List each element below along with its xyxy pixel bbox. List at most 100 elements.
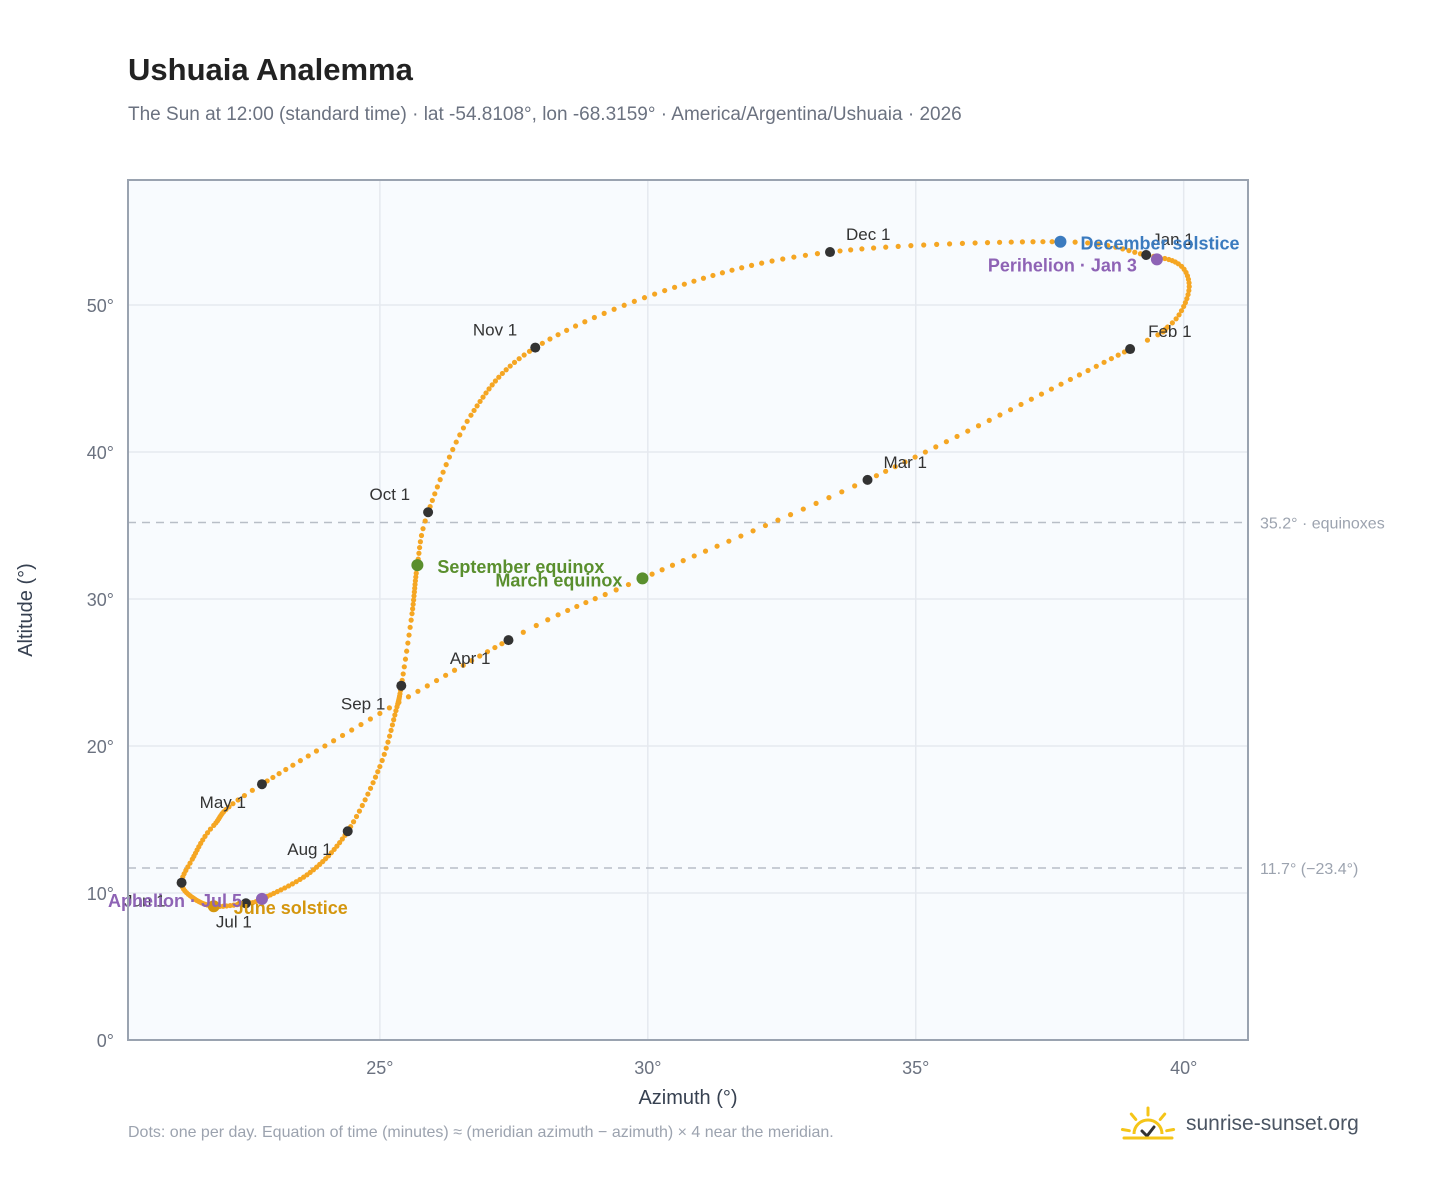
day-dot bbox=[700, 275, 707, 281]
day-dot bbox=[477, 653, 483, 659]
day-dot bbox=[464, 418, 470, 424]
y-tick-label: 20° bbox=[87, 737, 114, 757]
day-dot bbox=[986, 417, 992, 423]
day-dot bbox=[377, 763, 383, 770]
day-dot bbox=[1076, 372, 1083, 378]
day-dot bbox=[526, 348, 533, 354]
month-marker-label: Mar 1 bbox=[884, 453, 927, 472]
day-dot bbox=[401, 664, 407, 670]
day-dot bbox=[965, 428, 971, 434]
event-marker bbox=[1054, 235, 1067, 248]
day-dot bbox=[1038, 391, 1045, 397]
sun-ray bbox=[1120, 1127, 1131, 1133]
month-markers: Jan 1 Feb 1 Mar 1 Apr 1 May 1 Jun 1 Jul 1 Aug 1… bbox=[124, 225, 1194, 931]
day-dot bbox=[415, 688, 421, 694]
day-dot bbox=[555, 612, 561, 618]
day-dot bbox=[996, 239, 1003, 245]
event-label: March equinox bbox=[495, 570, 622, 590]
day-dot bbox=[625, 581, 632, 588]
day-dot bbox=[1160, 329, 1166, 335]
month-marker-label: Dec 1 bbox=[846, 225, 890, 244]
day-dot bbox=[350, 819, 357, 825]
day-dot bbox=[337, 840, 343, 846]
day-dot bbox=[460, 662, 466, 668]
day-dot bbox=[424, 683, 430, 689]
check-mark bbox=[1140, 1125, 1156, 1138]
day-dot bbox=[702, 548, 709, 554]
day-dot bbox=[362, 797, 368, 803]
day-dot bbox=[411, 593, 417, 599]
day-dot bbox=[1095, 241, 1102, 247]
day-dot bbox=[1049, 239, 1055, 245]
day-dot bbox=[339, 732, 346, 739]
day-dot bbox=[386, 705, 392, 711]
day-dot bbox=[750, 528, 756, 534]
month-marker-label: Nov 1 bbox=[473, 321, 517, 340]
day-dot bbox=[652, 291, 658, 297]
day-dot bbox=[933, 444, 939, 450]
day-dot bbox=[592, 596, 598, 602]
day-dot bbox=[1048, 386, 1054, 392]
day-dot bbox=[1108, 355, 1114, 362]
day-dot bbox=[443, 462, 449, 468]
day-dot bbox=[649, 571, 655, 577]
month-marker-label: Jan 1 bbox=[1152, 230, 1194, 249]
day-dot bbox=[283, 766, 289, 773]
month-marker-label: Oct 1 bbox=[369, 485, 410, 504]
day-dot bbox=[1085, 367, 1091, 374]
day-dot bbox=[429, 497, 435, 504]
day-dot bbox=[437, 477, 443, 483]
day-dot bbox=[621, 302, 627, 308]
day-dot bbox=[270, 774, 276, 781]
day-dot bbox=[331, 738, 337, 744]
chart-title: Ushuaia Analemma bbox=[128, 52, 413, 87]
day-dot bbox=[1184, 296, 1190, 302]
event-marker bbox=[1150, 253, 1163, 266]
day-dot bbox=[1028, 396, 1034, 402]
month-marker bbox=[1125, 344, 1136, 355]
day-dot bbox=[379, 757, 385, 764]
day-dot bbox=[631, 298, 637, 305]
day-dot bbox=[659, 567, 665, 573]
day-dot bbox=[726, 538, 732, 544]
day-dot bbox=[539, 340, 545, 346]
day-dot bbox=[1126, 247, 1132, 254]
event-marker bbox=[255, 892, 268, 905]
day-dot bbox=[339, 836, 345, 842]
day-dot bbox=[358, 721, 364, 728]
y-tick-label: 10° bbox=[87, 884, 114, 904]
day-dot bbox=[392, 712, 398, 718]
day-dot bbox=[420, 526, 426, 532]
day-dot bbox=[1030, 239, 1036, 245]
day-dot bbox=[1067, 376, 1073, 383]
day-dot bbox=[460, 425, 467, 431]
day-dot bbox=[572, 323, 579, 329]
day-dot bbox=[602, 591, 608, 598]
day-dot bbox=[972, 240, 978, 246]
day-dot bbox=[211, 822, 217, 828]
day-dot bbox=[249, 787, 255, 793]
day-dot bbox=[410, 601, 416, 607]
day-dot bbox=[204, 830, 211, 836]
day-dot bbox=[405, 640, 411, 646]
day-dot bbox=[902, 459, 908, 465]
day-dot bbox=[921, 242, 927, 248]
day-dot bbox=[370, 780, 376, 786]
day-dot bbox=[738, 533, 744, 539]
day-dot bbox=[873, 473, 880, 479]
sun-ray bbox=[1165, 1127, 1176, 1133]
day-dot bbox=[289, 881, 296, 887]
day-dot bbox=[1144, 337, 1151, 343]
brand-logo[interactable]: sunrise-sunset.org bbox=[1120, 1104, 1359, 1144]
day-dot bbox=[483, 390, 489, 396]
sun-icon bbox=[1120, 1106, 1176, 1140]
day-dot bbox=[762, 522, 769, 529]
day-dot bbox=[1007, 407, 1014, 413]
day-dot bbox=[601, 310, 607, 316]
day-dot bbox=[293, 879, 299, 885]
day-dot bbox=[848, 247, 854, 253]
day-dot bbox=[367, 785, 374, 791]
day-dot bbox=[775, 517, 781, 523]
day-dot bbox=[1186, 280, 1192, 286]
